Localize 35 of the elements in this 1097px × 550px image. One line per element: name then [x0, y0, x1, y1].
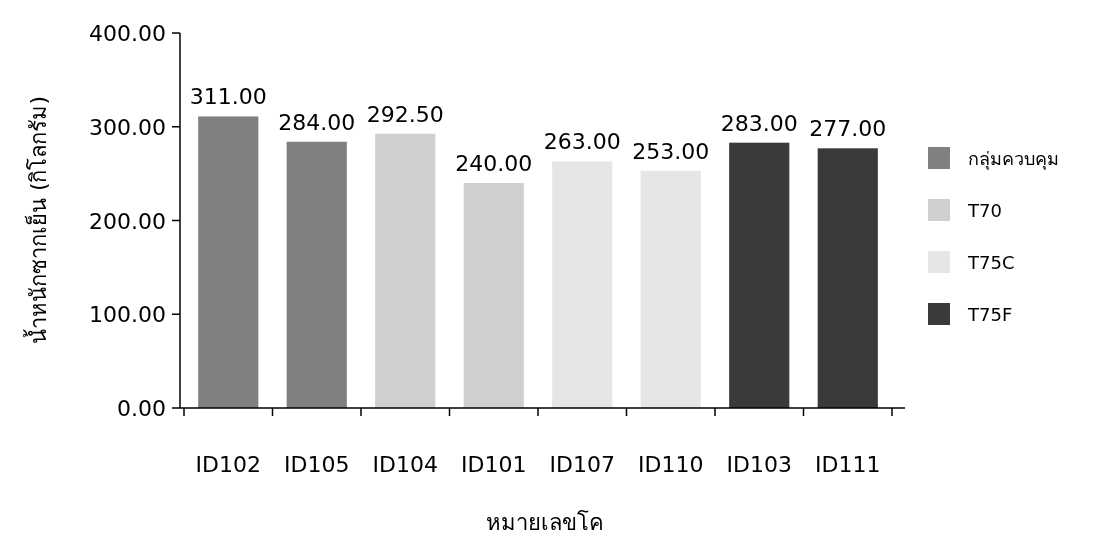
data-label: 311.00	[189, 84, 267, 110]
bar	[198, 116, 259, 408]
y-tick-label: 400.00	[89, 21, 166, 46]
x-tick-label: ID104	[372, 452, 438, 477]
bar	[552, 161, 613, 408]
legend-label: T70	[967, 200, 1002, 221]
y-axis-title: น้ำหนักซากเย็น (กิโลกรัม)	[23, 95, 51, 345]
data-label: 292.50	[366, 101, 444, 127]
bar	[817, 148, 878, 408]
bar	[729, 142, 790, 408]
y-tick-label: 0.00	[117, 396, 166, 421]
x-tick-label: ID102	[195, 452, 261, 477]
y-tick-label: 100.00	[89, 302, 166, 328]
legend-label: T75C	[967, 252, 1015, 273]
x-tick-label: ID111	[815, 452, 881, 477]
x-axis-title: หมายเลขโค	[486, 510, 604, 535]
bar	[463, 183, 524, 408]
x-tick-label: ID107	[549, 452, 615, 477]
legend-label: กลุ่มควบคุม	[968, 148, 1059, 170]
data-label: 277.00	[809, 116, 887, 142]
bar	[640, 170, 701, 408]
x-tick-label: ID110	[638, 452, 704, 477]
data-label: 240.00	[455, 151, 533, 176]
bar	[375, 133, 436, 408]
y-tick-label: 200.00	[89, 208, 166, 234]
data-label: 284.00	[278, 109, 356, 135]
legend-label: T75F	[967, 304, 1013, 325]
x-tick-label: ID103	[726, 452, 792, 477]
data-label: 253.00	[632, 138, 710, 164]
x-tick-label: ID101	[461, 452, 527, 477]
bar	[286, 141, 347, 408]
data-label: 283.00	[720, 110, 798, 136]
data-label: 263.00	[543, 129, 621, 155]
y-tick-label: 300.00	[89, 114, 166, 140]
x-tick-label: ID105	[284, 452, 350, 477]
